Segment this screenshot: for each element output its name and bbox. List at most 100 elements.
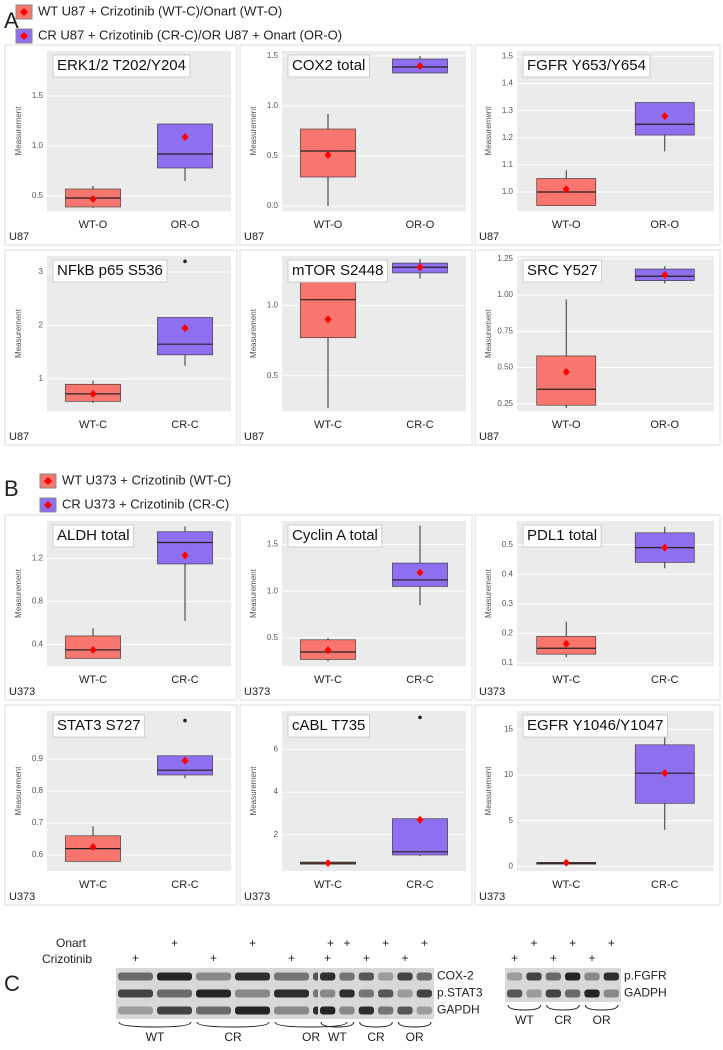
mean-marker	[416, 568, 424, 577]
chart-title: PDL1 total	[527, 527, 597, 544]
blot-band	[235, 1006, 270, 1015]
legend-diamond	[44, 477, 52, 485]
corner-label: U373	[479, 891, 505, 903]
treatment-mark: +	[530, 936, 537, 950]
y-tick-label: 4	[274, 787, 279, 796]
treatment-label: Crizotinib	[42, 952, 92, 966]
group-brace	[118, 1021, 192, 1028]
mean-marker	[562, 858, 570, 867]
x-tick-label: CR-C	[651, 879, 679, 891]
x-tick-label: WT-C	[79, 879, 107, 891]
blot-band	[274, 972, 309, 981]
y-axis-label: Measurement	[484, 308, 493, 358]
title-box	[52, 54, 191, 78]
group-brace	[196, 1021, 270, 1028]
y-tick-label: 0.1	[502, 658, 514, 667]
y-tick-label: 1.5	[267, 539, 279, 548]
mean-marker	[89, 843, 97, 851]
blot-band	[378, 1006, 394, 1015]
blot-band	[603, 989, 619, 998]
blot-band	[339, 972, 355, 981]
x-tick-label: WT-O	[552, 219, 581, 231]
mean-marker	[661, 270, 669, 279]
y-tick-label: 1.5	[32, 91, 44, 100]
panel-label: A	[4, 8, 19, 33]
y-tick-label: 1.0	[267, 586, 279, 595]
mean-marker	[324, 151, 332, 159]
title-box	[287, 259, 388, 283]
y-axis-label: Measurement	[484, 106, 493, 156]
blot-band	[545, 989, 561, 998]
corner-label: U373	[244, 686, 270, 698]
corner-label: U87	[479, 231, 499, 243]
mean-marker	[89, 195, 97, 203]
mean-marker	[661, 112, 669, 121]
y-tick-label: 2	[39, 321, 44, 330]
blot-band	[358, 972, 374, 981]
panel-label: B	[4, 476, 19, 501]
blot-band	[157, 1006, 192, 1015]
outlier	[418, 715, 422, 720]
mean-marker	[181, 133, 189, 141]
y-tick-label: 1.0	[32, 141, 44, 150]
group-label: OR	[406, 1030, 424, 1044]
group-brace	[320, 1021, 355, 1028]
y-tick-label: 15	[504, 724, 513, 733]
mean-marker	[324, 646, 332, 655]
chart-title: COX2 total	[292, 57, 365, 74]
legend-label: CR U87 + Crizotinib (CR-C)/OR U87 + Onar…	[38, 27, 342, 42]
y-tick-label: 1.0	[267, 300, 279, 309]
corner-label: U87	[244, 231, 264, 243]
blot-band	[584, 972, 600, 981]
x-tick-label: WT-C	[314, 674, 342, 686]
blot-band	[358, 1006, 374, 1015]
box	[157, 123, 213, 169]
mean-marker	[181, 551, 189, 560]
y-tick-label: 5	[509, 816, 514, 825]
blot-membrane	[318, 968, 434, 1019]
group-label: WT	[515, 1013, 534, 1027]
x-tick-label: WT-C	[314, 879, 342, 891]
blot-band	[235, 972, 270, 981]
legend-label: WT U87 + Crizotinib (WT-C)/Onart (WT-O)	[38, 3, 282, 18]
y-tick-label: 0.5	[267, 633, 279, 642]
y-axis-label: Measurement	[484, 568, 493, 618]
blot-band	[416, 989, 432, 998]
treatment-mark: +	[421, 936, 428, 950]
legend-label: CR U373 + Crizotinib (CR-C)	[62, 496, 229, 511]
title-box	[52, 524, 135, 548]
treatment-mark: +	[249, 936, 256, 950]
title-box	[522, 524, 602, 548]
group-label: WT	[328, 1030, 347, 1044]
blot-band	[397, 972, 413, 981]
y-tick-label: 1.4	[502, 79, 514, 88]
blot-band	[565, 989, 581, 998]
x-tick-label: WT-O	[314, 219, 343, 231]
title-box	[522, 54, 651, 78]
group-brace	[507, 1004, 542, 1011]
mean-marker	[89, 389, 97, 398]
chart-title: mTOR S2448	[292, 262, 383, 279]
mean-marker	[661, 769, 669, 778]
group-label: CR	[367, 1030, 385, 1044]
blot-band	[196, 1006, 231, 1015]
y-tick-label: 1.5	[502, 52, 514, 61]
chart-title: EGFR Y1046/Y1047	[527, 717, 663, 734]
treatment-mark: +	[382, 936, 389, 950]
y-axis-label: Measurement	[249, 766, 258, 816]
outlier	[183, 259, 187, 264]
x-tick-label: WT-O	[552, 419, 581, 431]
x-tick-label: CR-C	[406, 674, 434, 686]
y-tick-label: 0.9	[32, 754, 44, 763]
chart-title: STAT3 S727	[57, 717, 141, 734]
x-tick-label: WT-O	[79, 219, 108, 231]
x-tick-label: OR-O	[650, 419, 679, 431]
x-tick-label: CR-C	[171, 879, 199, 891]
group-brace	[359, 1021, 393, 1028]
corner-label: U373	[479, 686, 505, 698]
blot-band	[526, 972, 542, 981]
mean-marker	[416, 263, 424, 272]
y-tick-label: 2	[274, 830, 279, 839]
treatment-mark: +	[171, 936, 178, 950]
title-box	[287, 524, 383, 548]
